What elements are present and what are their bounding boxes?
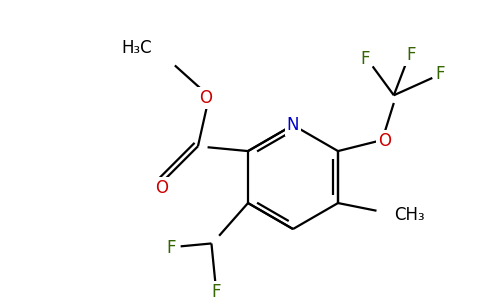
Text: F: F <box>360 50 370 68</box>
Text: F: F <box>407 46 416 64</box>
Text: H₃C: H₃C <box>121 39 152 57</box>
Text: F: F <box>435 65 445 83</box>
Text: F: F <box>166 239 176 257</box>
Text: O: O <box>378 133 391 151</box>
Text: O: O <box>199 89 212 107</box>
Text: O: O <box>155 178 168 196</box>
Text: F: F <box>212 283 221 300</box>
Text: CH₃: CH₃ <box>394 206 424 224</box>
Text: N: N <box>287 116 299 134</box>
